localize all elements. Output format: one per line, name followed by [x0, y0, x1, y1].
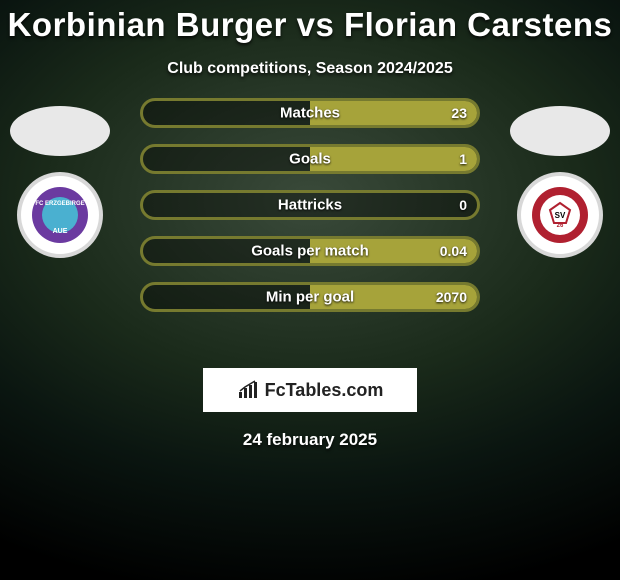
svg-text:SV: SV: [555, 211, 566, 220]
stat-label: Hattricks: [278, 197, 342, 214]
stat-row: Min per goal 2070: [140, 282, 480, 312]
player-left-avatar: [10, 106, 110, 156]
stat-label: Matches: [280, 105, 340, 122]
player-left-column: FC ERZGEBIRGE AUE: [0, 106, 120, 258]
club-badge-left-icon: FC ERZGEBIRGE AUE: [30, 185, 90, 245]
stat-row: Goals 1: [140, 144, 480, 174]
comparison-title: Korbinian Burger vs Florian Carstens: [0, 0, 620, 44]
svg-text:AUE: AUE: [53, 228, 68, 235]
player-right-club-badge: SV 26: [517, 172, 603, 258]
stat-label: Goals per match: [251, 243, 369, 260]
stat-row: Goals per match 0.04: [140, 236, 480, 266]
stat-label: Min per goal: [266, 289, 354, 306]
stat-fill-right: [310, 147, 477, 171]
stat-value-right: 1: [459, 151, 467, 167]
stat-value-right: 23: [451, 105, 467, 121]
stat-row: Hattricks 0: [140, 190, 480, 220]
stat-value-right: 0.04: [440, 243, 467, 259]
comparison-date: 24 february 2025: [0, 430, 620, 450]
svg-text:FC ERZGEBIRGE: FC ERZGEBIRGE: [35, 201, 84, 207]
club-badge-right-icon: SV 26: [530, 185, 590, 245]
player-right-avatar: [510, 106, 610, 156]
stat-row: Matches 23: [140, 98, 480, 128]
svg-text:26: 26: [557, 223, 564, 229]
stat-label: Goals: [289, 151, 331, 168]
player-right-column: SV 26: [500, 106, 620, 258]
brand-text: FcTables.com: [265, 380, 384, 401]
brand-chart-icon: [237, 380, 261, 400]
brand-box[interactable]: FcTables.com: [203, 368, 417, 412]
comparison-body: FC ERZGEBIRGE AUE SV 26 Matches 23 Goals 1 H…: [0, 106, 620, 346]
player-left-club-badge: FC ERZGEBIRGE AUE: [17, 172, 103, 258]
stat-value-right: 2070: [436, 289, 467, 305]
stat-value-right: 0: [459, 197, 467, 213]
comparison-subtitle: Club competitions, Season 2024/2025: [0, 60, 620, 78]
stats-container: Matches 23 Goals 1 Hattricks 0 Goals per match…: [140, 98, 480, 328]
